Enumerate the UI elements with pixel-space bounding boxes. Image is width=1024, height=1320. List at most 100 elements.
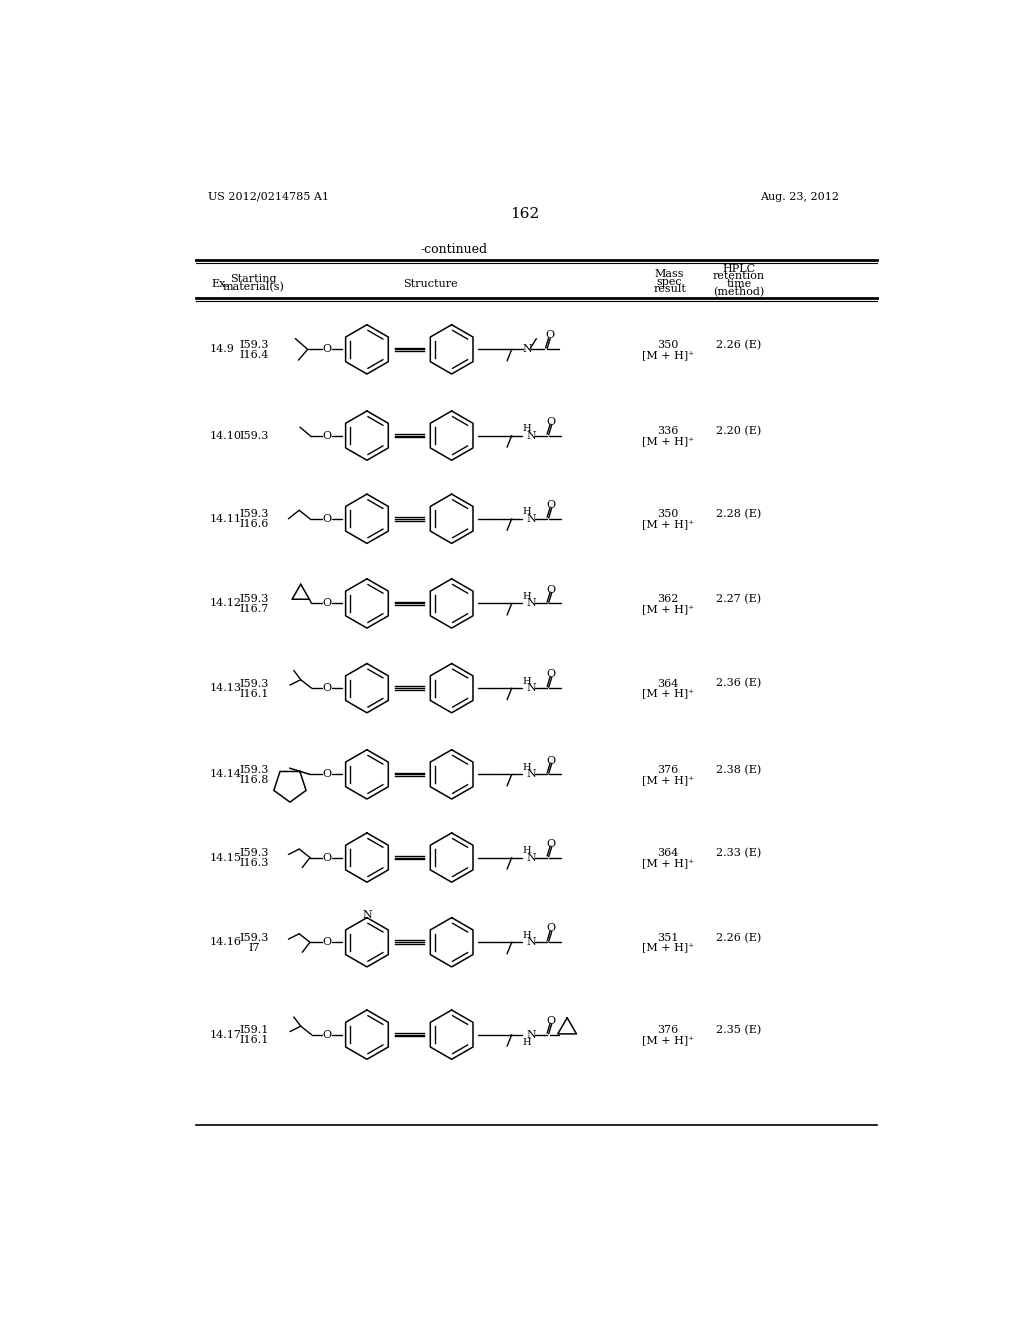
Text: I59.3: I59.3 — [239, 510, 268, 519]
Text: H: H — [522, 677, 530, 685]
Text: N: N — [527, 513, 537, 524]
Text: H: H — [522, 931, 530, 940]
Text: Aug. 23, 2012: Aug. 23, 2012 — [760, 191, 839, 202]
Text: 14.10: 14.10 — [210, 430, 242, 441]
Text: -continued: -continued — [421, 243, 487, 256]
Text: 162: 162 — [510, 207, 540, 220]
Text: [M + H]⁺: [M + H]⁺ — [642, 519, 694, 529]
Text: 14.12: 14.12 — [210, 598, 242, 609]
Text: Ex.: Ex. — [211, 279, 229, 289]
Text: 2.28 (E): 2.28 (E) — [716, 510, 762, 519]
Text: N: N — [527, 770, 537, 779]
Text: 2.26 (E): 2.26 (E) — [716, 932, 762, 942]
Text: O: O — [547, 755, 556, 766]
Text: time: time — [726, 279, 752, 289]
Text: N: N — [527, 684, 537, 693]
Text: Structure: Structure — [403, 279, 458, 289]
Text: O: O — [547, 417, 556, 426]
Text: [M + H]⁺: [M + H]⁺ — [642, 1035, 694, 1045]
Text: 376: 376 — [657, 1026, 679, 1035]
Text: O: O — [547, 500, 556, 510]
Text: material(s): material(s) — [223, 282, 285, 292]
Text: O: O — [323, 1030, 332, 1040]
Text: 2.26 (E): 2.26 (E) — [716, 339, 762, 350]
Text: I7: I7 — [248, 942, 259, 953]
Text: 2.20 (E): 2.20 (E) — [716, 426, 762, 436]
Text: 2.36 (E): 2.36 (E) — [716, 678, 762, 689]
Text: 2.38 (E): 2.38 (E) — [716, 764, 762, 775]
Text: [M + H]⁺: [M + H]⁺ — [642, 350, 694, 360]
Text: N: N — [527, 430, 537, 441]
Text: [M + H]⁺: [M + H]⁺ — [642, 689, 694, 698]
Text: O: O — [547, 585, 556, 594]
Text: Starting: Starting — [230, 273, 278, 284]
Text: N: N — [527, 598, 537, 609]
Text: N: N — [527, 937, 537, 948]
Text: H: H — [522, 846, 530, 855]
Text: N: N — [522, 345, 532, 354]
Text: 14.11: 14.11 — [210, 513, 242, 524]
Text: I16.1: I16.1 — [239, 689, 268, 698]
Text: 336: 336 — [657, 426, 679, 436]
Text: Mass: Mass — [654, 269, 684, 279]
Text: H: H — [522, 1038, 530, 1047]
Text: O: O — [323, 345, 332, 354]
Text: N: N — [527, 853, 537, 862]
Text: 14.17: 14.17 — [210, 1030, 242, 1040]
Text: 351: 351 — [657, 933, 679, 942]
Text: N: N — [527, 1030, 537, 1040]
Text: I16.3: I16.3 — [239, 858, 268, 869]
Text: O: O — [323, 684, 332, 693]
Text: O: O — [323, 770, 332, 779]
Text: [M + H]⁺: [M + H]⁺ — [642, 858, 694, 869]
Text: result: result — [653, 284, 686, 294]
Text: 364: 364 — [657, 678, 679, 689]
Text: 350: 350 — [657, 339, 679, 350]
Text: I59.3: I59.3 — [239, 678, 268, 689]
Text: 14.15: 14.15 — [210, 853, 242, 862]
Text: 350: 350 — [657, 510, 679, 519]
Text: 14.16: 14.16 — [210, 937, 242, 948]
Text: O: O — [547, 1016, 556, 1026]
Text: [M + H]⁺: [M + H]⁺ — [642, 942, 694, 953]
Text: O: O — [323, 598, 332, 609]
Text: I59.3: I59.3 — [239, 764, 268, 775]
Text: HPLC: HPLC — [722, 264, 756, 273]
Text: 2.35 (E): 2.35 (E) — [716, 1024, 762, 1035]
Text: 364: 364 — [657, 847, 679, 858]
Text: 14.13: 14.13 — [210, 684, 242, 693]
Text: I59.3: I59.3 — [239, 430, 268, 441]
Text: (method): (method) — [714, 286, 765, 297]
Text: I59.3: I59.3 — [239, 933, 268, 942]
Text: I16.6: I16.6 — [239, 519, 268, 529]
Text: I59.3: I59.3 — [239, 339, 268, 350]
Text: [M + H]⁺: [M + H]⁺ — [642, 436, 694, 446]
Text: 2.33 (E): 2.33 (E) — [716, 847, 762, 858]
Text: O: O — [547, 924, 556, 933]
Text: I16.8: I16.8 — [239, 775, 268, 785]
Text: H: H — [522, 593, 530, 601]
Text: O: O — [323, 937, 332, 948]
Text: 2.27 (E): 2.27 (E) — [717, 594, 762, 605]
Text: I16.4: I16.4 — [239, 350, 268, 360]
Text: [M + H]⁺: [M + H]⁺ — [642, 775, 694, 785]
Text: H: H — [522, 763, 530, 772]
Text: US 2012/0214785 A1: US 2012/0214785 A1 — [208, 191, 329, 202]
Text: 376: 376 — [657, 764, 679, 775]
Text: I59.3: I59.3 — [239, 594, 268, 603]
Text: O: O — [545, 330, 554, 341]
Text: O: O — [547, 838, 556, 849]
Text: [M + H]⁺: [M + H]⁺ — [642, 603, 694, 614]
Text: I16.7: I16.7 — [240, 603, 268, 614]
Text: retention: retention — [713, 271, 765, 281]
Text: N: N — [362, 909, 372, 920]
Text: 14.14: 14.14 — [210, 770, 242, 779]
Text: O: O — [323, 513, 332, 524]
Text: 362: 362 — [657, 594, 679, 603]
Text: H: H — [522, 507, 530, 516]
Text: O: O — [323, 853, 332, 862]
Text: spec: spec — [656, 277, 682, 286]
Text: I59.1: I59.1 — [239, 1026, 268, 1035]
Text: O: O — [323, 430, 332, 441]
Text: O: O — [547, 669, 556, 680]
